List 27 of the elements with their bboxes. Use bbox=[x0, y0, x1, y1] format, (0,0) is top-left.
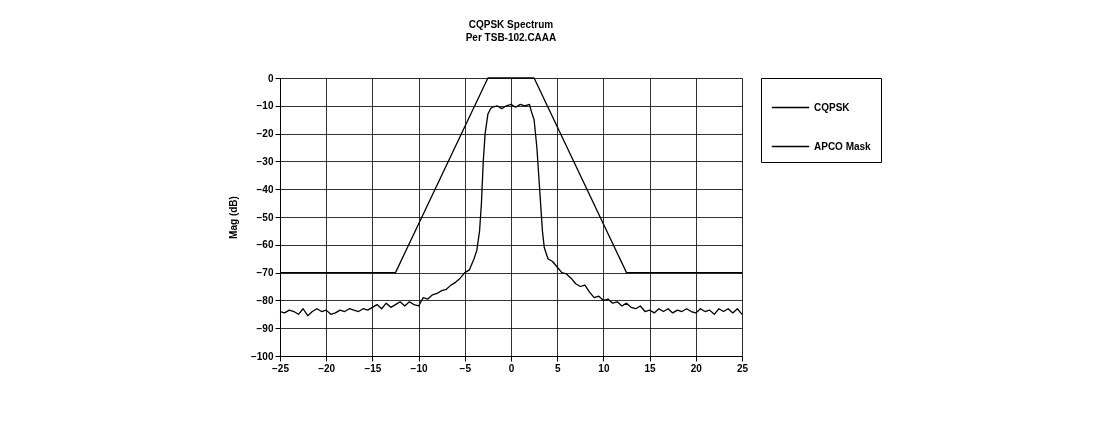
legend-label: APCO Mask bbox=[814, 140, 872, 152]
y-tick-label: 0 bbox=[267, 72, 274, 84]
x-tick-label: −20 bbox=[318, 362, 336, 374]
x-tick-label: 0 bbox=[508, 362, 515, 374]
x-tick-label: 15 bbox=[644, 362, 657, 374]
y-tick-label: −20 bbox=[256, 128, 274, 140]
y-tick-label: −30 bbox=[256, 155, 274, 167]
x-tick-label: −5 bbox=[459, 362, 472, 374]
y-tick-label: −80 bbox=[256, 294, 274, 306]
x-tick-label: 5 bbox=[554, 362, 561, 374]
x-tick-label: 20 bbox=[690, 362, 703, 374]
y-tick-label: −50 bbox=[256, 211, 274, 223]
y-tick-label: −100 bbox=[250, 350, 274, 362]
y-tick-label: −10 bbox=[256, 100, 274, 112]
chart-subtitle: Per TSB-102.CAAA bbox=[465, 32, 557, 43]
x-tick-label: 10 bbox=[598, 362, 610, 374]
y-tick-label: −40 bbox=[256, 183, 274, 195]
x-tick-label: −25 bbox=[272, 362, 290, 374]
x-tick-label: −15 bbox=[364, 362, 382, 374]
y-tick-label: −60 bbox=[256, 239, 274, 251]
y-tick-label: −70 bbox=[256, 267, 274, 279]
chart-title: CQPSK Spectrum bbox=[468, 19, 554, 30]
x-tick-label: 25 bbox=[736, 362, 749, 374]
legend-label: CQPSK bbox=[814, 101, 851, 113]
y-tick-label: −90 bbox=[256, 322, 274, 334]
y-axis-title: Mag (dB) bbox=[227, 196, 239, 239]
x-tick-label: −10 bbox=[410, 362, 429, 374]
